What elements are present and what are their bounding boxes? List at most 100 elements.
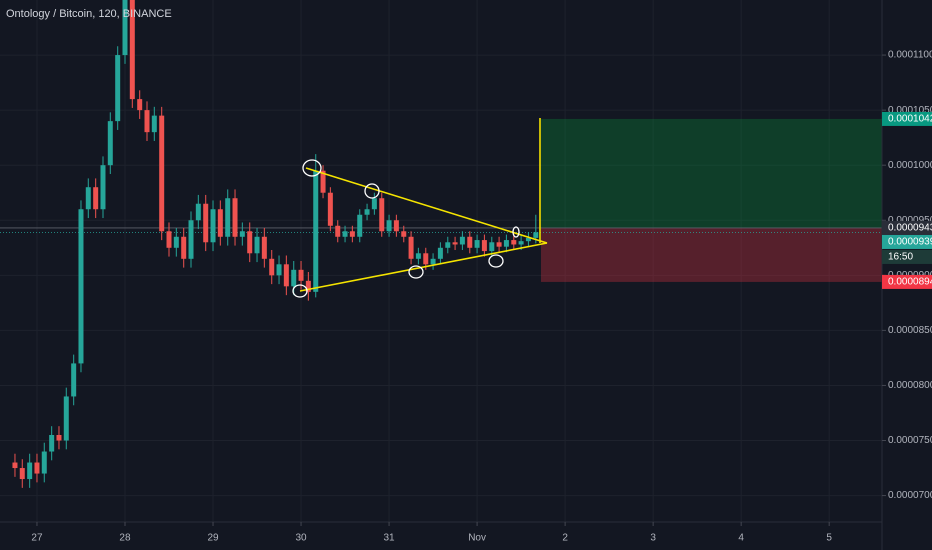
candle-body [371,198,377,210]
circle [302,159,322,177]
chart-title: Ontology / Bitcoin, 120, BINANCE [6,8,172,20]
countdown-label-bg [882,249,932,264]
candle-body [386,220,392,232]
y-tick-label: 0.0001000 [888,160,932,171]
y-tick-label: 0.0001050 [888,105,932,116]
candle-body [19,468,25,480]
candle-body [423,253,429,265]
x-tick-label: 30 [295,533,307,544]
candle-body [459,236,465,245]
candle-body [166,231,172,248]
candle-body [298,269,304,281]
candle-body [217,209,223,237]
x-tick-label: 31 [384,533,396,544]
x-tick-label: 28 [119,533,131,544]
candle-body [173,236,179,248]
candle-body [357,214,363,237]
candle-body [430,258,436,265]
candle-body [115,55,121,122]
entry-label: 0.0000943 [888,223,932,234]
x-tick-label: 27 [31,533,43,544]
candle-body [254,236,260,254]
candle-body [225,198,231,237]
countdown-label: 16:50 [888,252,913,263]
x-tick-label: 4 [738,533,744,544]
candle-body [364,209,370,215]
circle [292,284,308,298]
candle-body [276,264,282,276]
candle-body [489,242,495,252]
candle-body [335,225,341,237]
candle-body [188,220,194,259]
candle-body [107,121,113,166]
trend-line [299,242,548,292]
profit-zone [541,118,882,228]
target-label-bg [882,111,932,126]
candles [12,0,539,488]
candle-body [129,0,135,100]
candle-body [85,187,91,210]
candle-body [181,236,187,259]
trend-line [305,167,548,244]
candle-body [210,209,216,243]
candle-body [56,435,62,441]
candle-body [261,236,267,259]
candle-body [445,242,451,248]
candle-body [27,462,33,480]
candle-body [452,242,458,245]
candle-body [34,462,40,474]
candle-body [408,236,414,259]
candle-body [195,203,201,221]
candle-body [401,231,407,237]
candle-body [481,240,487,252]
candle-body [393,220,399,232]
entry-label-bg [882,220,932,235]
candle-body [100,165,106,210]
candle-body [379,198,385,232]
annotations [292,159,520,298]
last-price-label: 0.0000939 [888,237,932,248]
circle [408,265,424,279]
candle-body [203,203,209,243]
candle-body [137,99,143,111]
position-box [0,118,882,282]
last-price-label-bg [882,234,932,249]
target-label: 0.0001042 [888,114,932,125]
candle-body [305,280,311,292]
candle-body [283,264,289,287]
candle-body [503,240,509,247]
x-tick-label: 29 [207,533,219,544]
candle-body [467,236,473,248]
candle-body [525,237,531,242]
candle-body [41,451,47,474]
candle-body [78,209,84,364]
circle [364,183,380,199]
candle-body [232,198,238,237]
candle-body [247,231,253,254]
candle-body [151,115,157,133]
candle-body [349,231,355,237]
axes: 0.0000700 0.0000750 0.0000800 0.0000850 0.00… [31,50,932,544]
candle-body [474,240,480,248]
candle-body [239,231,245,237]
y-tick-label: 0.0000700 [888,490,932,501]
candle-body [71,363,77,397]
y-tick-label: 0.0000850 [888,325,932,336]
drawings [299,118,548,292]
candle-body [49,435,55,452]
candle-body [320,170,326,193]
loss-zone [541,227,882,282]
circle [488,254,504,268]
y-tick-label: 0.0000950 [888,215,932,226]
candle-body [511,240,517,245]
candle-body [533,232,539,238]
candle-body [437,247,443,259]
candle-body [291,269,297,287]
candle-body [269,258,275,276]
x-tick-label: 2 [562,533,568,544]
candle-body [12,462,18,469]
candle-body [313,170,319,292]
x-tick-label: 5 [826,533,832,544]
candle-body [122,0,128,56]
